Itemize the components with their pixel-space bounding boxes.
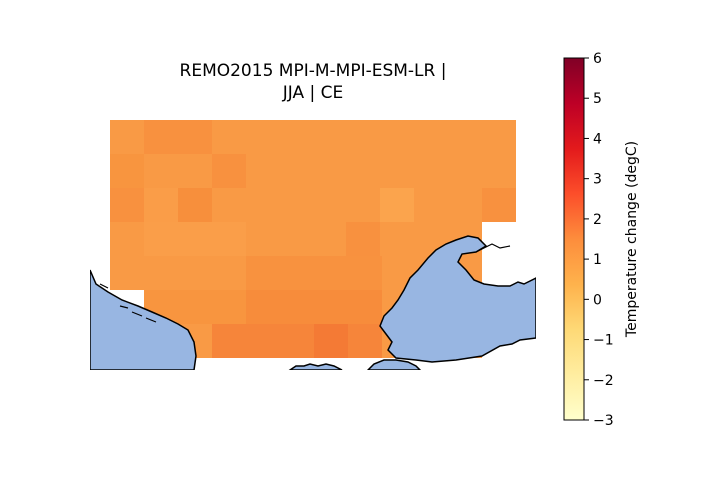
colorbar-label: Temperature change (degC) — [624, 141, 640, 338]
aegean-north-coast-1 — [288, 363, 343, 370]
dalmatian-islands — [99, 283, 157, 323]
colorbar-tick-label: 6 — [593, 51, 602, 67]
marmara-sea — [366, 359, 422, 370]
colorbar-tick-label: 4 — [593, 131, 602, 147]
colorbar-tick-label: 1 — [593, 252, 602, 268]
temperature-grid — [110, 120, 516, 358]
sea-areas — [90, 235, 536, 370]
colorbar-tick-label: 2 — [593, 212, 602, 228]
colorbar-tick-label: 0 — [593, 292, 602, 308]
colorbar-gradient — [563, 57, 585, 421]
black-sea — [379, 235, 536, 363]
map-title-line-1: REMO2015 MPI-M-MPI-ESM-LR | — [179, 61, 447, 81]
map-title-line-2: JJA | CE — [282, 83, 344, 103]
colorbar-tick-label: −3 — [593, 413, 614, 429]
colorbar-tick-label: −1 — [593, 333, 614, 349]
colorbar-tick-label: 3 — [593, 172, 602, 188]
colorbar: 6 5 4 3 2 1 0 −1 −2 −3 Temperature change (degC) — [563, 51, 640, 429]
adriatic-sea — [90, 269, 197, 370]
crimea-coast — [475, 243, 511, 253]
colorbar-tick-label: −2 — [593, 373, 614, 389]
colorbar-ticks: 6 5 4 3 2 1 0 −1 −2 −3 — [584, 51, 614, 429]
colorbar-tick-label: 5 — [593, 91, 602, 107]
